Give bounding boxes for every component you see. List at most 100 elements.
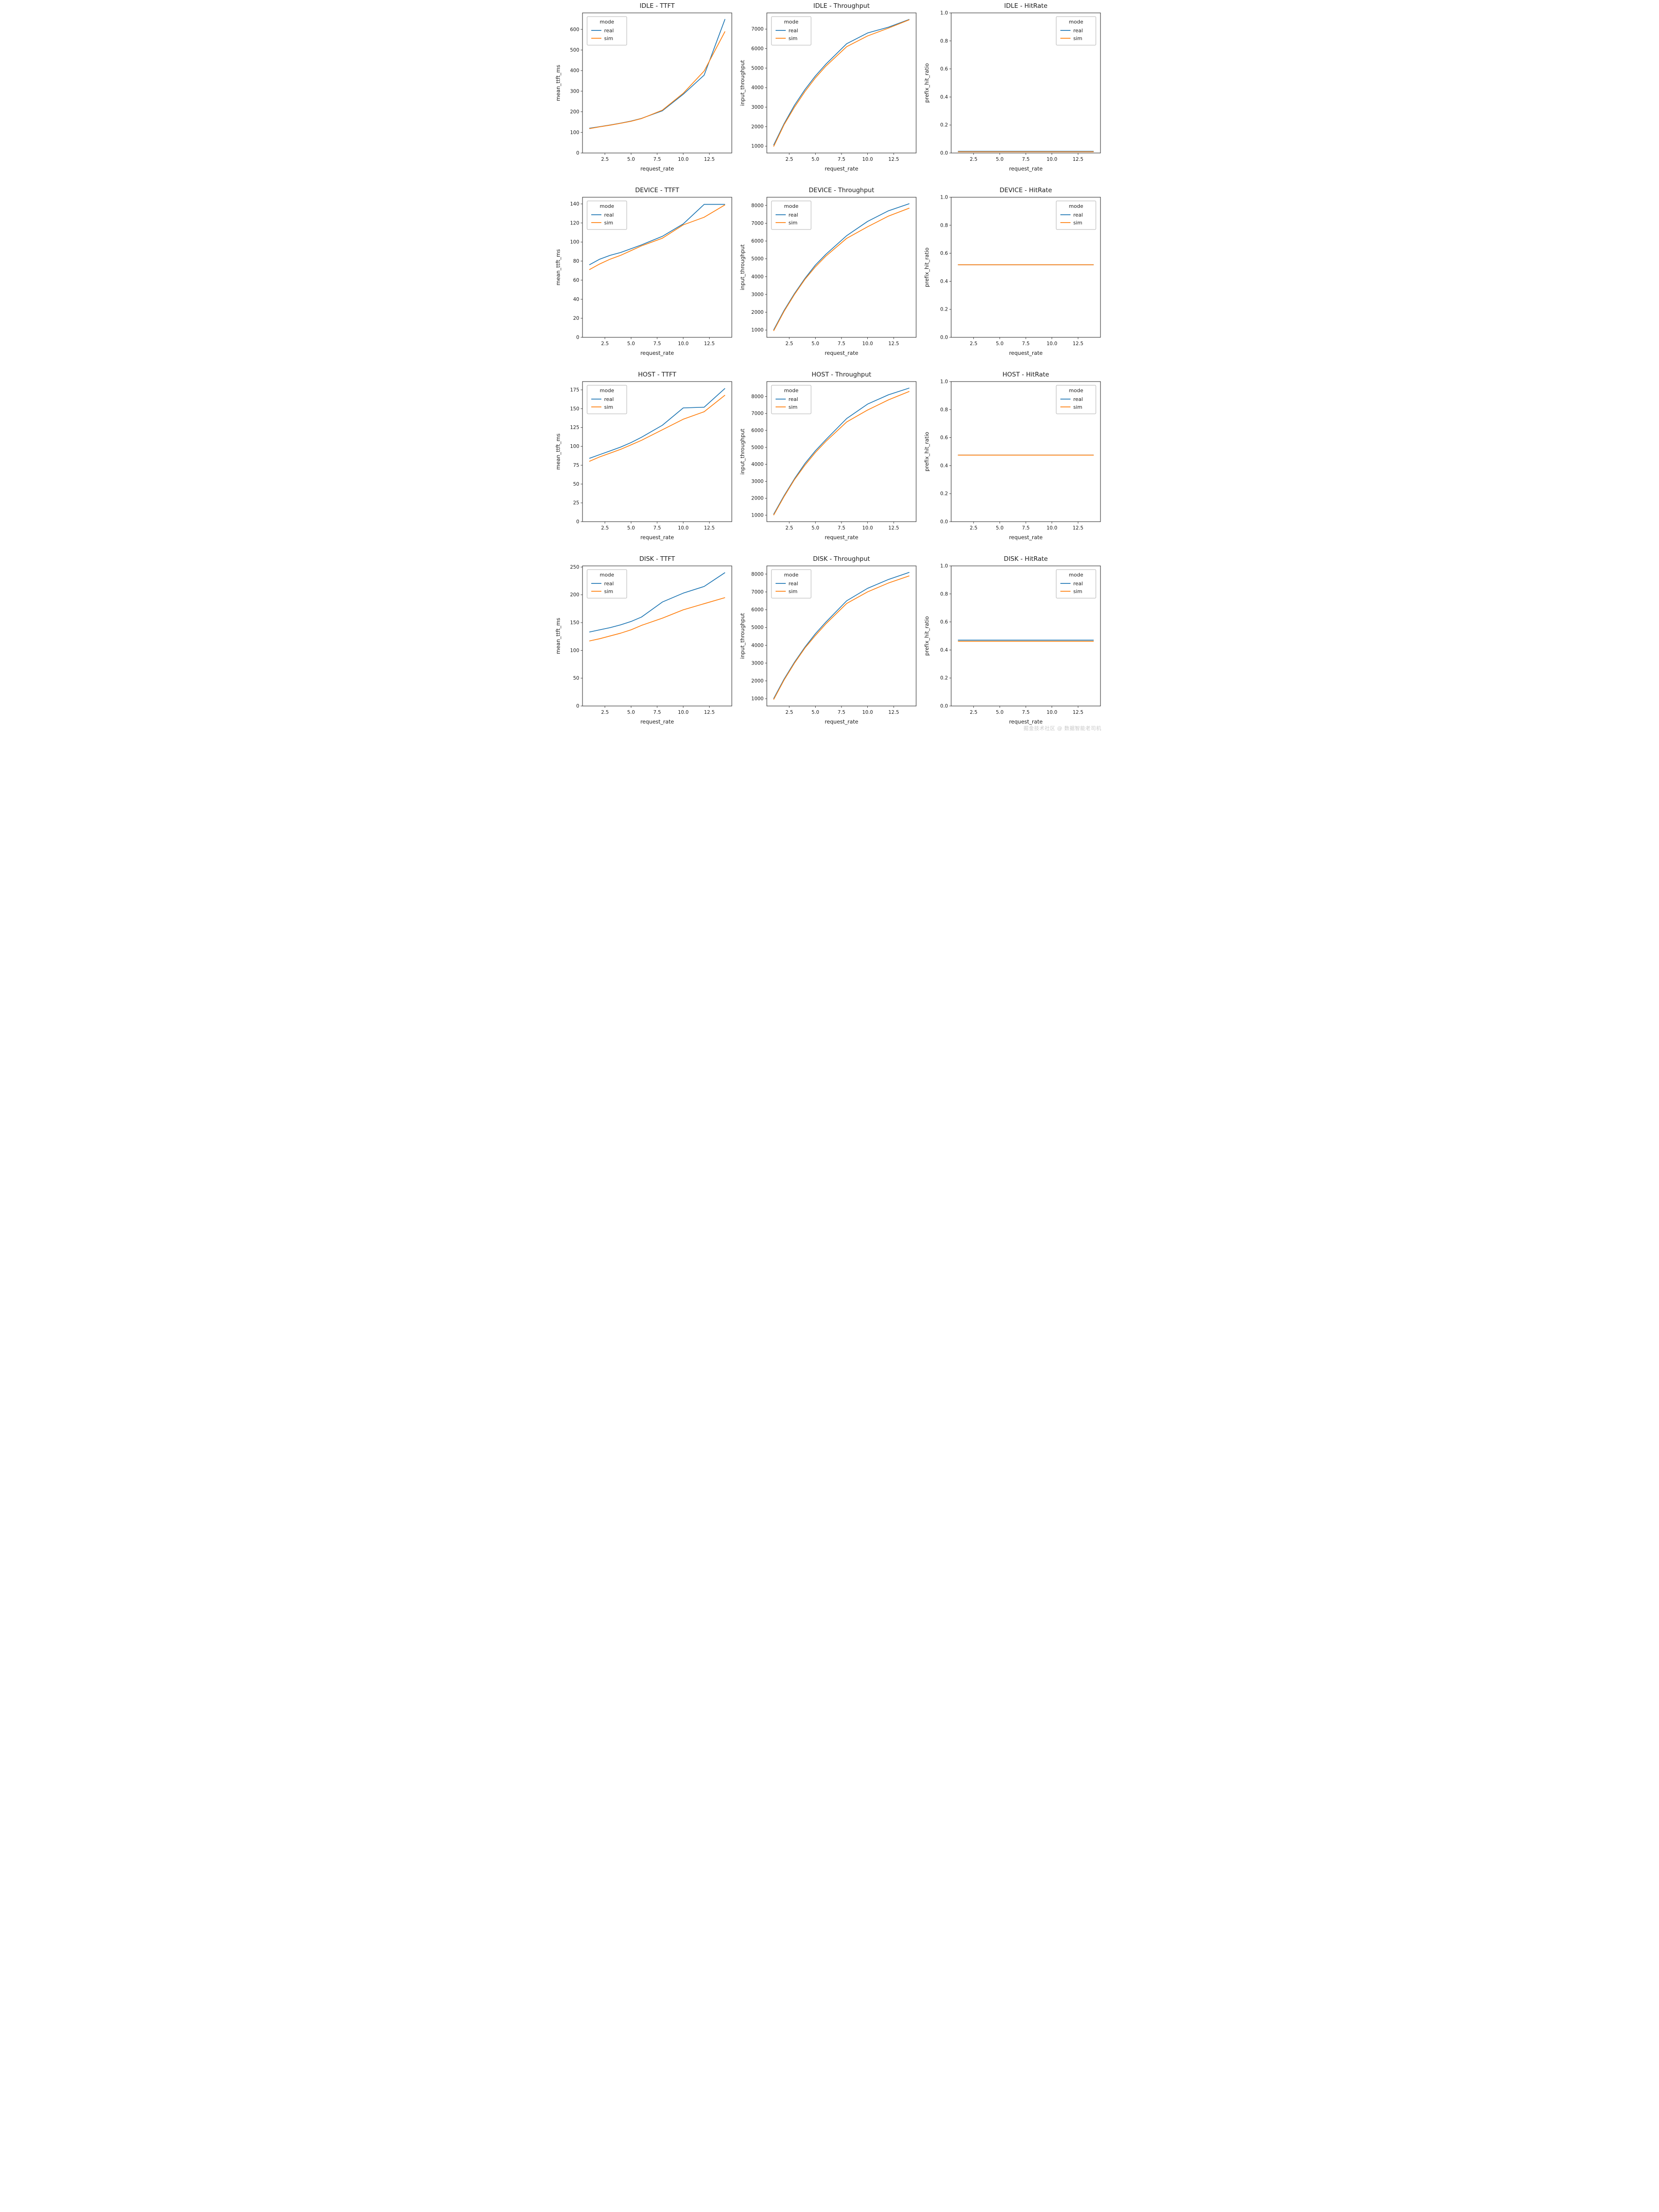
y-tick-label: 200 (570, 109, 579, 115)
series-line-sim (589, 394, 725, 462)
y-tick-label: 100 (570, 130, 579, 135)
series-line-sim (589, 31, 726, 129)
y-tick-label: 40 (573, 297, 579, 302)
legend-label-real: real (604, 212, 614, 218)
legend-title: mode (784, 388, 798, 394)
y-tick-label: 50 (573, 482, 579, 487)
x-tick-label: 5.0 (812, 710, 819, 715)
x-tick-label: 7.5 (1022, 710, 1030, 715)
legend-title: mode (600, 388, 614, 394)
x-tick-label: 10.0 (862, 157, 873, 162)
y-tick-label: 1000 (751, 328, 764, 333)
y-axis-label: input_throughput (739, 60, 746, 106)
axes-frame (766, 565, 917, 706)
x-tick-label: 12.5 (1073, 710, 1083, 715)
x-tick-label: 5.0 (627, 157, 635, 162)
x-tick-label: 7.5 (653, 525, 661, 531)
x-tick-label: 2.5 (785, 710, 793, 715)
y-tick-label: 0.8 (940, 591, 948, 597)
watermark: 掘金技术社区 @ 数据智能老司机 (1024, 725, 1101, 731)
y-tick-label: 7000 (751, 27, 764, 32)
y-tick-label: 5000 (751, 625, 764, 630)
y-tick-label: 0.4 (940, 647, 948, 653)
y-tick-label: 4000 (751, 643, 764, 648)
x-axis-label: request_rate (1009, 350, 1043, 356)
axes-frame (766, 381, 917, 522)
y-tick-label: 2000 (751, 124, 764, 129)
x-tick-label: 5.0 (627, 710, 635, 715)
y-tick-label: 8000 (751, 394, 764, 400)
y-axis-label: input_throughput (739, 244, 746, 290)
x-tick-label: 10.0 (862, 341, 873, 347)
chart-disk-ttft: 2.5 5.0 7.5 10.0 12.5 0 50 100 150 200 250 DISK - T… (553, 553, 737, 737)
legend-label-real: real (1073, 396, 1083, 402)
plot-disk-ttft: 2.5 5.0 7.5 10.0 12.5 0 50 100 150 200 250 DISK - T… (555, 555, 732, 725)
legend-label-real: real (788, 212, 798, 218)
x-tick-label: 2.5 (970, 525, 977, 531)
series-line-sim (589, 597, 725, 641)
y-axis-label: prefix_hit_ratio (924, 247, 930, 287)
chart-idle-hitrate: 2.5 5.0 7.5 10.0 12.5 0.0 0.2 0.4 0.6 0.8 1.0 IDLE … (922, 0, 1106, 184)
x-tick-label: 10.0 (1047, 525, 1057, 531)
x-tick-label: 5.0 (812, 157, 819, 162)
series-line-sim (773, 575, 910, 700)
chart-device-ttft: 2.5 5.0 7.5 10.0 12.5 0 20 40 60 80 100 120 140 DEVIC… (553, 184, 737, 369)
y-tick-label: 0.6 (940, 66, 948, 72)
y-tick-label: 7000 (751, 411, 764, 417)
y-tick-label: 0.8 (940, 407, 948, 412)
x-tick-label: 12.5 (888, 157, 899, 162)
y-axis-label: input_throughput (739, 429, 746, 475)
x-tick-label: 10.0 (678, 341, 688, 347)
y-tick-label: 1000 (751, 696, 764, 702)
y-tick-label: 4000 (751, 274, 764, 280)
y-tick-label: 150 (570, 406, 579, 412)
y-tick-label: 0.6 (940, 435, 948, 441)
chart-device-throughput: 2.5 5.0 7.5 10.0 12.5 1000 2000 3000 4000 5000 600… (737, 184, 922, 369)
chart-title: IDLE - HitRate (1004, 2, 1047, 10)
x-tick-label: 2.5 (970, 341, 977, 347)
x-tick-label: 5.0 (996, 157, 1004, 162)
legend-title: mode (1069, 572, 1083, 578)
y-tick-label: 0.4 (940, 463, 948, 469)
y-tick-label: 120 (570, 220, 579, 226)
figure: 2.5 5.0 7.5 10.0 12.5 0 100 200 300 400 500 600 IDLE… (553, 0, 1106, 737)
y-tick-label: 0.0 (940, 151, 948, 156)
y-tick-label: 0.6 (940, 619, 948, 625)
chart-title: HOST - Throughput (812, 371, 871, 378)
y-tick-label: 6000 (751, 46, 764, 52)
x-tick-label: 10.0 (862, 710, 873, 715)
y-tick-label: 125 (570, 425, 579, 430)
y-tick-label: 250 (570, 565, 579, 570)
x-tick-label: 12.5 (888, 710, 899, 715)
y-tick-label: 1.0 (940, 195, 948, 200)
x-tick-label: 10.0 (1047, 341, 1057, 347)
y-tick-label: 25 (573, 500, 579, 506)
y-tick-label: 1.0 (940, 11, 948, 16)
legend-label-real: real (1073, 28, 1083, 34)
y-tick-label: 0.2 (940, 676, 948, 681)
x-tick-label: 12.5 (1073, 341, 1083, 347)
legend-label-real: real (604, 396, 614, 402)
x-tick-label: 5.0 (627, 341, 635, 347)
series-line-real (589, 388, 725, 459)
figure-grid: 2.5 5.0 7.5 10.0 12.5 0 100 200 300 400 500 600 IDLE… (553, 0, 1106, 737)
y-tick-label: 150 (570, 620, 579, 626)
axes-frame (766, 12, 917, 153)
y-tick-label: 2000 (751, 678, 764, 684)
y-tick-label: 6000 (751, 607, 764, 613)
x-tick-label: 7.5 (653, 341, 661, 347)
x-tick-label: 5.0 (996, 710, 1004, 715)
x-tick-label: 2.5 (601, 157, 609, 162)
axes-frame (951, 12, 1101, 153)
chart-disk-hitrate: 2.5 5.0 7.5 10.0 12.5 0.0 0.2 0.4 0.6 0.8 1.0 DISK … (922, 553, 1106, 737)
legend-title: mode (1069, 19, 1083, 25)
y-tick-label: 50 (573, 676, 579, 681)
legend-label-sim: sim (604, 220, 613, 226)
series-line-sim (589, 204, 725, 270)
y-tick-label: 2000 (751, 496, 764, 501)
y-axis-label: mean_ttft_ms (555, 249, 561, 286)
x-tick-label: 7.5 (1022, 341, 1030, 347)
